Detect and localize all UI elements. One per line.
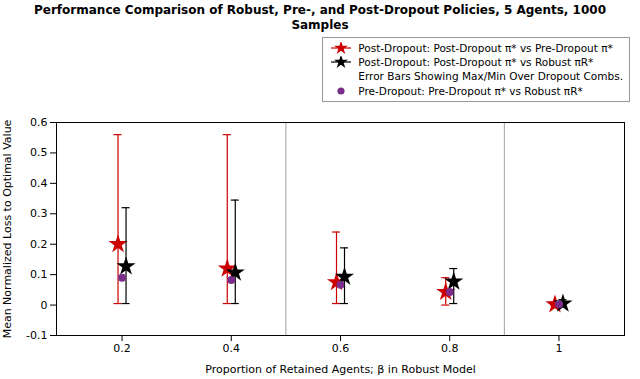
svg-text:0.6: 0.6 (332, 342, 350, 355)
svg-text:1: 1 (555, 342, 562, 355)
svg-text:0.4: 0.4 (30, 177, 48, 190)
svg-text:0.2: 0.2 (113, 342, 130, 355)
svg-text:0: 0 (41, 298, 48, 311)
svg-text:Proportion of Retained Agents;: Proportion of Retained Agents; β in Robu… (205, 362, 476, 375)
svg-text:Mean Normalized Loss to Optima: Mean Normalized Loss to Optimal Value (1, 119, 14, 338)
html-text:Pre-Dropout: Pre-Dropout π* vs: Pre-Dropout: Pre-Dropout π* vs Robust πR… (358, 84, 583, 97)
svg-text:0.8: 0.8 (441, 342, 459, 355)
svg-text:0.5: 0.5 (30, 146, 48, 159)
html-text:Performance Comparison of Robu: Performance Comparison of Robust, Pre-, … (34, 3, 606, 32)
svg-text:-0.1: -0.1 (26, 329, 47, 342)
svg-text:0.4: 0.4 (223, 342, 241, 355)
svg-text:0.1: 0.1 (30, 268, 48, 281)
svg-text:0.6: 0.6 (30, 116, 48, 129)
html-text:Post-Dropout: Post-Dropout π*: Post-Dropout: Post-Dropout π* vs Pre-Dro… (358, 42, 613, 54)
html-text:Post-Dropout: Post-Dropout π*: Post-Dropout: Post-Dropout π* vs Robust … (358, 56, 594, 69)
html-text:Error Bars Showing Max/Min Ove: Error Bars Showing Max/Min Over Dropout … (358, 70, 623, 83)
svg-text:0.2: 0.2 (30, 237, 48, 250)
svg-text:0.3: 0.3 (30, 207, 48, 220)
